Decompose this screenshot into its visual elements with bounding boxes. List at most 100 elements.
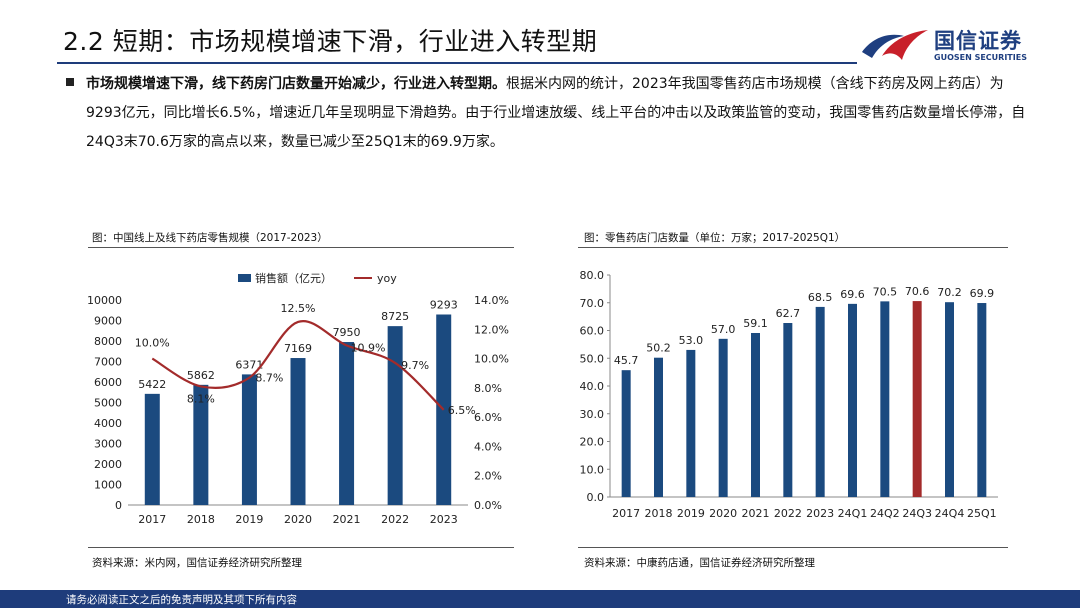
x-tick-label: 2021 (742, 507, 770, 520)
company-logo: 国信证券 GUOSEN SECURITIES (858, 22, 1038, 66)
bar-sales (193, 384, 209, 505)
title-divider (57, 62, 857, 64)
x-tick-label: 25Q1 (967, 507, 997, 520)
bar-value-label: 62.7 (776, 307, 801, 320)
bar-value-label: 69.9 (970, 287, 995, 300)
y-axis-tick: 20.0 (580, 436, 605, 449)
x-tick-label: 24Q4 (935, 507, 965, 520)
bar-store-count (686, 349, 696, 497)
yoy-value-label: 12.5% (281, 302, 316, 315)
page-title: 2.2 短期：市场规模增速下滑，行业进入转型期 (63, 27, 598, 56)
yoy-value-label: 8.1% (187, 392, 215, 405)
summary-text: 根据米内网的统计，2023年我国零售药店市场规模（含线下药房及网上药店）为929… (86, 76, 1026, 150)
bar-value-label: 45.7 (614, 354, 639, 367)
bar-sales (290, 358, 306, 505)
bar-value-label: 8725 (381, 310, 409, 323)
bar-value-label: 70.5 (873, 285, 898, 298)
x-tick-label: 2020 (709, 507, 737, 520)
left-axis-tick: 7000 (94, 356, 122, 369)
bar-store-count (783, 323, 793, 497)
x-tick-label: 2018 (645, 507, 673, 520)
left-axis-tick: 10000 (88, 294, 122, 307)
x-tick-label: 2017 (138, 513, 166, 526)
chart1-sales-yoy: 销售额（亿元） yoy 0 1000 2000 3000 4000 5000 6000 7000 8… (88, 271, 509, 526)
left-axis-tick: 4000 (94, 417, 122, 430)
right-axis-tick: 2.0% (474, 470, 502, 483)
chart2-bottom-rule (578, 547, 1008, 548)
yoy-line (151, 320, 445, 411)
bar-value-label: 6371 (235, 358, 263, 371)
y-axis-tick: 80.0 (580, 269, 605, 282)
bar-value-label: 5862 (187, 369, 215, 382)
chart2-top-rule (578, 247, 1008, 248)
left-axis-tick: 2000 (94, 458, 122, 471)
bar-sales (339, 342, 355, 505)
x-tick-label: 24Q2 (870, 507, 900, 520)
bar-value-label: 59.1 (743, 317, 768, 330)
chart1-top-rule (88, 247, 514, 248)
bar-sales (144, 393, 160, 505)
bar-value-label: 68.5 (808, 291, 833, 304)
bar-store-count (621, 370, 631, 497)
yoy-value-label: 8.7% (255, 372, 283, 385)
bar-store-count (880, 301, 890, 497)
summary-paragraph: 市场规模增速下滑，线下药房门店数量开始减少，行业进入转型期。根据米内网的统计，2… (86, 70, 1036, 157)
chart2-source: 资料来源：中康药店通，国信证券经济研究所整理 (584, 557, 815, 569)
bar-value-label: 70.2 (937, 286, 962, 299)
x-tick-label: 24Q3 (902, 507, 932, 520)
y-axis-tick: 70.0 (580, 297, 605, 310)
bar-store-count (945, 302, 954, 497)
y-axis-tick: 0.0 (587, 491, 605, 504)
chart2-title: 图：零售药店门店数量（单位：万家；2017-2025Q1） (584, 232, 846, 244)
bar-value-label: 9293 (430, 298, 458, 311)
left-axis-tick: 3000 (94, 438, 122, 451)
y-axis-tick: 30.0 (580, 408, 605, 421)
summary-lead: 市场规模增速下滑，线下药房门店数量开始减少，行业进入转型期。 (86, 76, 506, 92)
y-axis-tick: 60.0 (580, 325, 605, 338)
bullet-square-icon (66, 78, 74, 86)
right-axis-tick: 12.0% (474, 323, 509, 336)
bar-value-label: 50.2 (646, 342, 671, 355)
left-axis-tick: 8000 (94, 335, 122, 348)
bar-store-count (815, 306, 825, 497)
chart1-source: 资料来源：米内网，国信证券经济研究所整理 (92, 557, 302, 569)
chart1-title: 图：中国线上及线下药店零售规模（2017-2023） (92, 232, 328, 244)
left-axis-tick: 0 (115, 499, 122, 512)
footer-disclaimer: 请务必阅读正文之后的免责声明及其项下所有内容 (66, 594, 297, 606)
yoy-value-label: 9.7% (401, 359, 429, 372)
bar-store-count-highlight (912, 301, 922, 497)
right-axis-tick: 10.0% (474, 353, 509, 366)
right-axis-tick: 6.0% (474, 411, 502, 424)
bar-value-label: 7169 (284, 342, 312, 355)
left-axis-tick: 5000 (94, 397, 122, 410)
bar-store-count (654, 357, 663, 497)
right-axis-tick: 0.0% (474, 499, 502, 512)
right-axis-tick: 4.0% (474, 440, 502, 453)
legend-swatch-sales (238, 274, 251, 282)
right-axis-tick: 14.0% (474, 294, 509, 307)
right-axis-tick: 8.0% (474, 382, 502, 395)
legend-label-sales: 销售额（亿元） (255, 271, 332, 285)
bar-value-label: 57.0 (711, 323, 736, 336)
yoy-value-label: 10.9% (351, 341, 386, 354)
x-tick-label: 2019 (235, 513, 263, 526)
logo-icon (862, 30, 928, 60)
x-tick-label: 2023 (430, 513, 458, 526)
bar-value-label: 69.6 (840, 288, 865, 301)
logo-text-cn: 国信证券 (934, 29, 1022, 53)
x-tick-label: 2021 (333, 513, 361, 526)
x-tick-label: 2019 (677, 507, 705, 520)
x-tick-label: 2022 (774, 507, 802, 520)
bar-sales (387, 326, 403, 505)
logo-text-en: GUOSEN SECURITIES (934, 53, 1027, 62)
bar-sales (241, 374, 257, 505)
left-axis-tick: 6000 (94, 376, 122, 389)
bar-store-count (751, 332, 760, 497)
bar-value-label: 5422 (138, 378, 166, 391)
bar-store-count (848, 303, 857, 497)
x-tick-label: 2023 (806, 507, 834, 520)
y-axis-tick: 40.0 (580, 380, 605, 393)
chart2-store-count: 0.0 10.0 20.0 30.0 40.0 50.0 60.0 70.0 80.0 45.7 5… (580, 269, 998, 520)
x-tick-label: 24Q1 (838, 507, 868, 520)
x-tick-label: 2018 (187, 513, 215, 526)
